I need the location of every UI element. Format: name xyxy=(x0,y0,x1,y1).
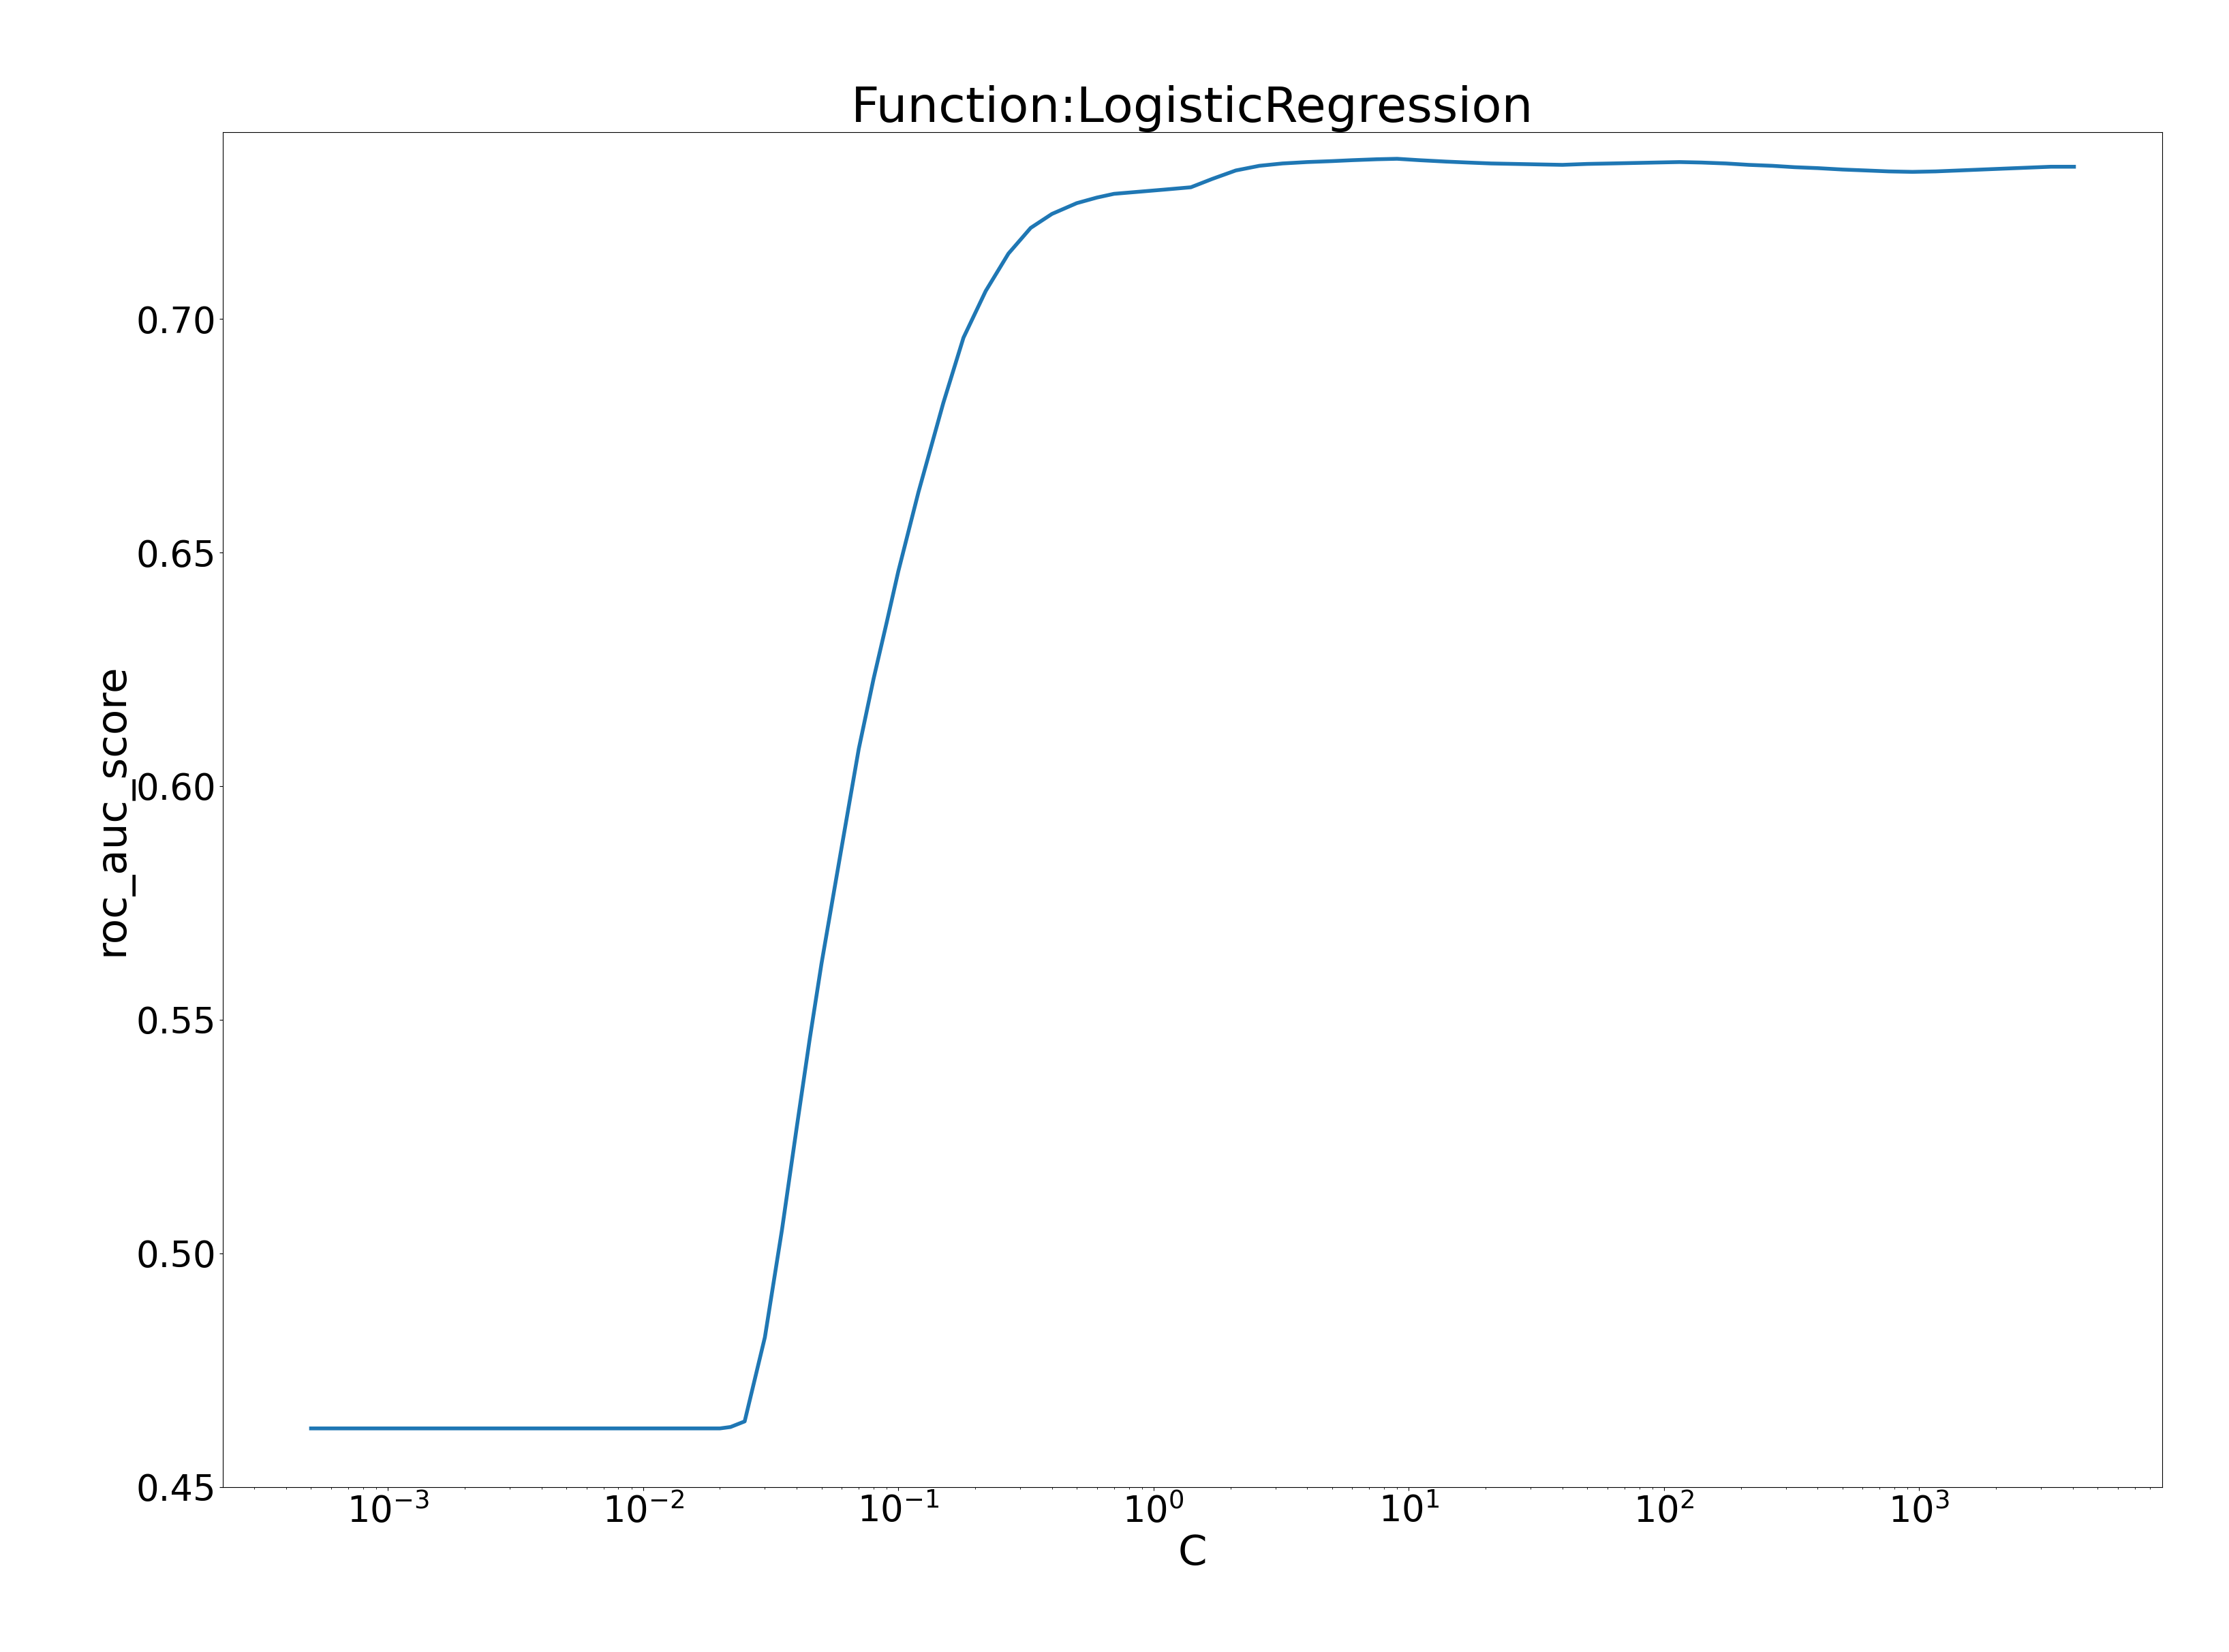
Title: Function:LogisticRegression: Function:LogisticRegression xyxy=(851,86,1534,132)
Y-axis label: roc_auc_score: roc_auc_score xyxy=(91,662,132,957)
X-axis label: C: C xyxy=(1177,1533,1208,1574)
